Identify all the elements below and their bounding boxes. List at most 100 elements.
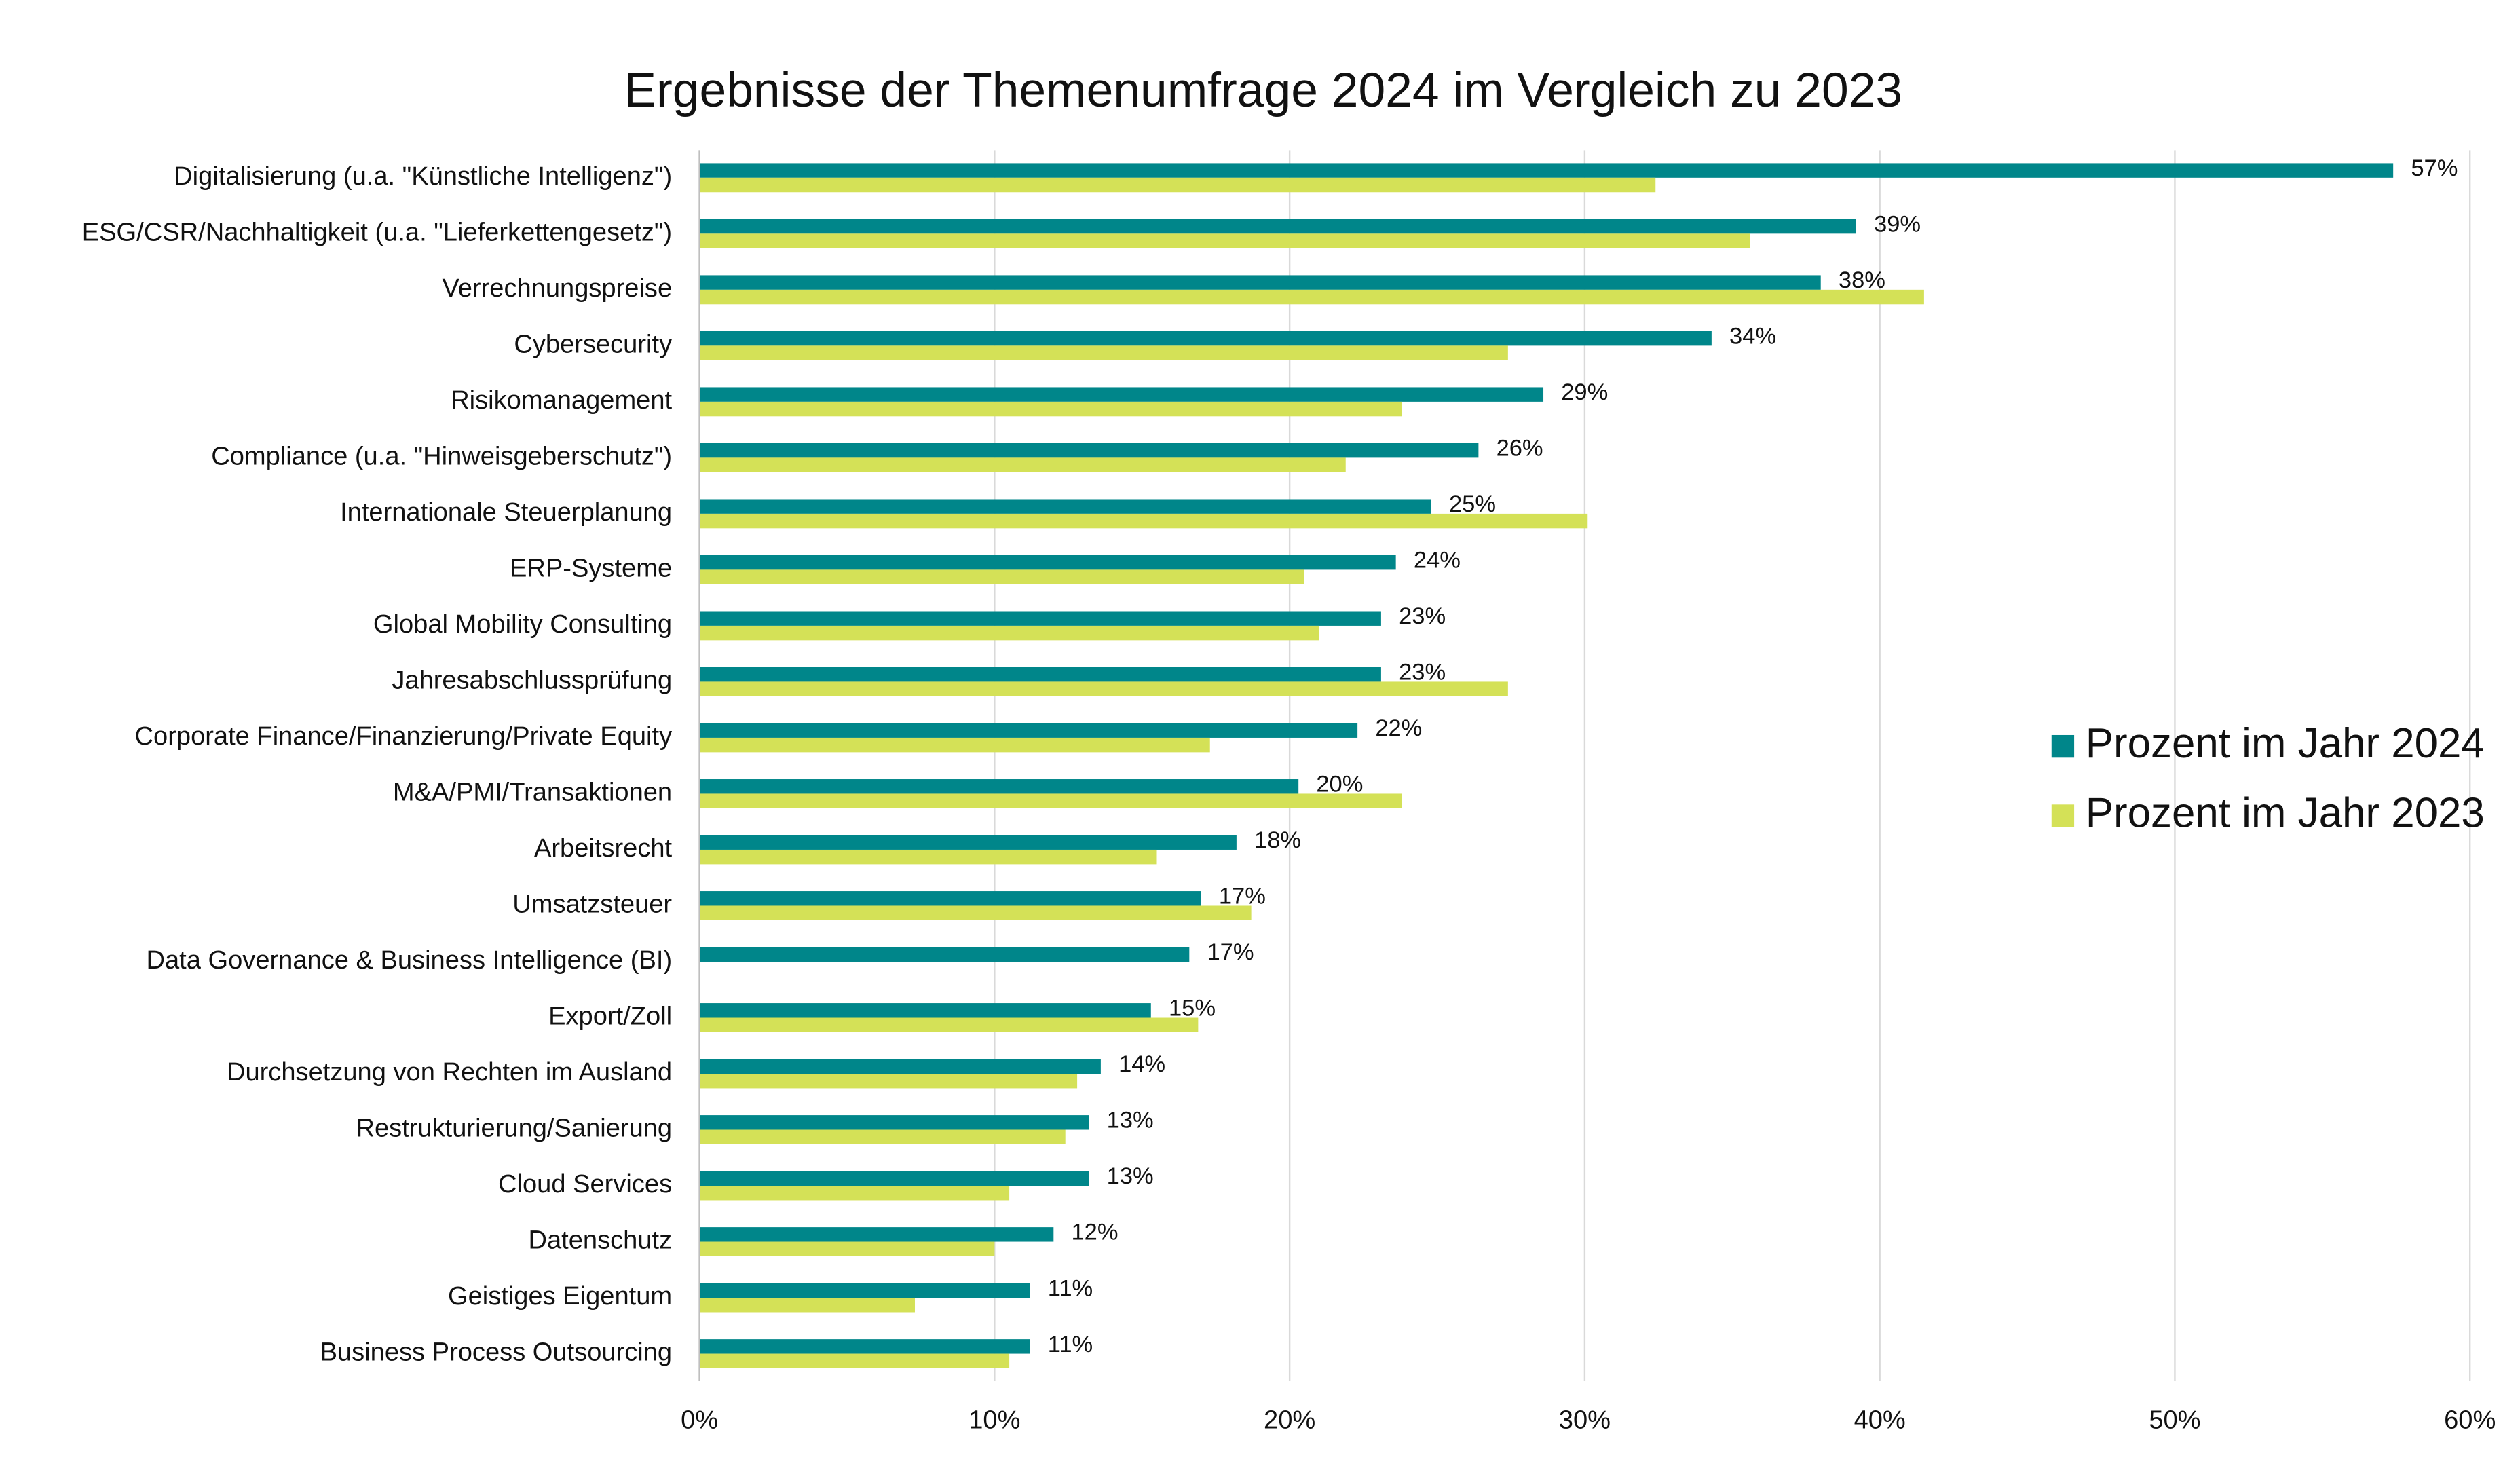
data-label: 22%	[1375, 715, 1422, 741]
x-tick-label: 40%	[1854, 1406, 1906, 1435]
bar	[699, 1074, 1078, 1089]
data-label: 14%	[1118, 1051, 1165, 1077]
y-tick-label: Business Process Outsourcing	[320, 1338, 673, 1367]
bar	[699, 163, 2394, 178]
y-tick-label: Jahresabschlussprüfung	[392, 666, 672, 694]
bar	[699, 779, 1299, 794]
data-label: 20%	[1316, 772, 1363, 797]
bar	[699, 737, 1210, 753]
bar	[699, 289, 1924, 305]
y-tick-label: Verrechnungspreise	[442, 274, 672, 303]
x-tick-label: 0%	[681, 1406, 718, 1435]
bar	[699, 1186, 1010, 1201]
bar	[699, 723, 1358, 738]
bar	[699, 1353, 1010, 1368]
bar	[699, 1339, 1030, 1354]
bar	[699, 233, 1750, 248]
bar	[699, 1059, 1101, 1074]
y-tick-label: Cybersecurity	[514, 330, 672, 358]
legend-swatch	[2051, 804, 2075, 827]
y-tick-label: Restrukturierung/Sanierung	[356, 1114, 672, 1143]
y-tick-label: Arbeitsrecht	[534, 834, 673, 863]
bar	[699, 401, 1402, 417]
bar	[699, 1003, 1151, 1018]
data-label: 17%	[1219, 884, 1266, 909]
y-tick-label: Digitalisierung (u.a. "Künstliche Intell…	[174, 162, 672, 191]
y-tick-label: M&A/PMI/Transaktionen	[393, 778, 672, 807]
bar	[699, 667, 1381, 682]
y-tick-label: Durchsetzung von Rechten im Ausland	[227, 1058, 672, 1087]
data-label: 39%	[1874, 212, 1921, 238]
data-label: 13%	[1107, 1108, 1154, 1133]
y-tick-label: Umsatzsteuer	[512, 890, 672, 919]
bar	[699, 905, 1252, 920]
bar	[699, 345, 1508, 360]
bar	[699, 457, 1346, 472]
x-tick-label: 50%	[2149, 1406, 2200, 1435]
bar	[699, 1227, 1054, 1242]
y-tick-label: Geistiges Eigentum	[448, 1282, 672, 1311]
data-label: 29%	[1561, 379, 1608, 405]
y-tick-label: Global Mobility Consulting	[373, 610, 672, 639]
y-tick-label: Datenschutz	[528, 1226, 672, 1255]
bar	[699, 947, 1190, 962]
x-tick-label: 20%	[1264, 1406, 1315, 1435]
bar	[699, 555, 1396, 570]
bar	[699, 793, 1402, 808]
bar	[699, 275, 1821, 290]
bar	[699, 1241, 995, 1256]
data-label: 11%	[1048, 1332, 1093, 1357]
bar	[699, 443, 1479, 458]
bar	[699, 1115, 1089, 1130]
bar	[699, 513, 1588, 529]
legend-label: Prozent im Jahr 2023	[2086, 789, 2485, 836]
y-tick-label: Compliance (u.a. "Hinweisgeberschutz")	[211, 442, 672, 470]
y-tick-label: Data Governance & Business Intelligence …	[146, 946, 672, 975]
x-tick-label: 10%	[968, 1406, 1020, 1435]
y-tick-label: Corporate Finance/Finanzierung/Private E…	[135, 722, 673, 751]
legend-label: Prozent im Jahr 2024	[2086, 720, 2485, 767]
bar	[699, 387, 1544, 402]
bar	[699, 835, 1237, 850]
bar	[699, 177, 1656, 193]
bar	[699, 1171, 1089, 1186]
legend-swatch	[2051, 734, 2075, 758]
data-label: 23%	[1399, 660, 1446, 685]
data-label: 15%	[1169, 996, 1216, 1021]
data-label: 23%	[1399, 603, 1446, 629]
chart-title: Ergebnisse der Themenumfrage 2024 im Ver…	[624, 63, 1902, 117]
data-label: 12%	[1072, 1220, 1118, 1245]
bar	[699, 499, 1431, 514]
y-tick-label: Internationale Steuerplanung	[340, 498, 672, 527]
bar	[699, 1298, 915, 1313]
bar	[699, 681, 1508, 696]
y-tick-label: Risikomanagement	[451, 386, 672, 415]
data-label: 17%	[1207, 939, 1254, 965]
bar	[699, 1283, 1030, 1298]
bar	[699, 569, 1304, 584]
y-tick-label: ESG/CSR/Nachhaltigkeit (u.a. "Lieferkett…	[82, 218, 672, 246]
bar	[699, 1017, 1199, 1032]
data-label: 57%	[2411, 155, 2458, 181]
data-label: 13%	[1107, 1163, 1154, 1189]
y-tick-label: ERP-Systeme	[510, 554, 672, 582]
x-tick-label: 60%	[2444, 1406, 2496, 1435]
x-tick-label: 30%	[1559, 1406, 1611, 1435]
data-label: 25%	[1449, 491, 1496, 517]
y-tick-label: Export/Zoll	[548, 1002, 672, 1031]
y-tick-label: Cloud Services	[498, 1170, 672, 1199]
bar	[699, 1129, 1066, 1144]
data-label: 26%	[1497, 436, 1543, 462]
data-label: 18%	[1254, 827, 1301, 853]
bar	[699, 331, 1712, 346]
bar	[699, 625, 1319, 641]
bar	[699, 891, 1201, 906]
bar	[699, 611, 1381, 626]
data-label: 38%	[1839, 267, 1885, 293]
bar	[699, 849, 1157, 865]
data-label: 34%	[1729, 324, 1776, 350]
data-label: 24%	[1414, 548, 1461, 574]
data-label: 11%	[1048, 1275, 1093, 1301]
